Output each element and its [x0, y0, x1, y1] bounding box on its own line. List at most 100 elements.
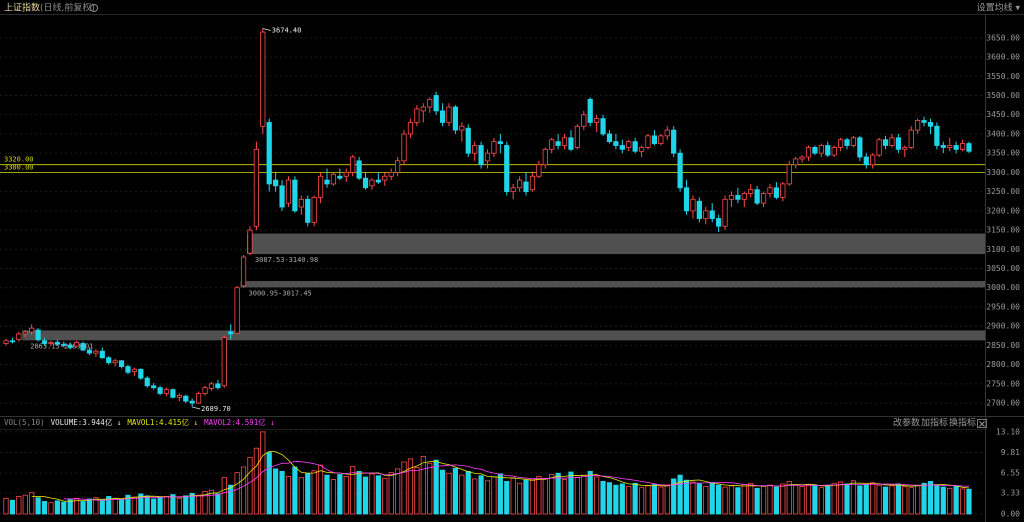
y-tick-label: 3050.00 [986, 264, 1020, 273]
volume-bar [131, 496, 137, 515]
volume-bar [369, 473, 375, 515]
volume-bar [80, 501, 86, 515]
settings-icon[interactable] [90, 4, 98, 12]
volume-bar [786, 481, 792, 515]
volume-bar [767, 484, 773, 515]
volume-bar [99, 499, 105, 515]
candle-body [375, 179, 381, 183]
candle-body [228, 331, 234, 335]
volume-bar [921, 482, 927, 515]
volume-bar [549, 474, 555, 515]
volume-bar [151, 498, 157, 515]
volume-bar [754, 487, 760, 515]
volume-bar [41, 501, 48, 515]
candle-body [311, 196, 317, 223]
volume-bar [240, 466, 247, 515]
volume-bar [716, 484, 722, 515]
close-button[interactable] [977, 419, 987, 428]
candle-body [838, 139, 844, 148]
volume-bar [696, 483, 702, 515]
volume-bar [671, 478, 677, 515]
volume-bar [35, 497, 41, 515]
ma-settings-button[interactable]: 设置均线 ▾ [977, 2, 1021, 14]
candle-body [741, 193, 747, 200]
volume-bar [510, 477, 516, 515]
candle-body [3, 340, 9, 344]
candle-body [221, 337, 227, 387]
candle-body [305, 198, 311, 223]
volume-bar [202, 491, 208, 515]
extreme-label: 2689.70 [201, 405, 231, 413]
volume-bar [902, 486, 908, 515]
candle-body [29, 327, 35, 333]
candle-body [735, 195, 741, 200]
candle-body [484, 152, 491, 162]
tool-button[interactable]: 加指标 [921, 417, 948, 429]
volume-bar [279, 470, 285, 515]
candle-body [568, 137, 574, 150]
candle-body [934, 125, 940, 146]
candle-body [915, 120, 921, 131]
volume-bar [709, 482, 715, 515]
volume-bar [106, 496, 112, 515]
candle-body [921, 120, 927, 123]
index-title: 上证指数 [4, 2, 40, 14]
candle-body [266, 122, 272, 185]
volume-bar [395, 468, 401, 515]
candle-body [728, 195, 735, 200]
candle-body [491, 141, 497, 154]
tool-button[interactable]: 换指标 [949, 417, 976, 429]
volume-bar [478, 475, 484, 515]
candle-body [555, 141, 561, 146]
tool-button[interactable]: 改参数 [893, 417, 920, 429]
candle-body [812, 147, 818, 154]
candle-body [253, 148, 259, 227]
volume-bar [863, 484, 869, 515]
volume-bar [253, 447, 259, 515]
candle-body [407, 122, 414, 135]
candle-body [343, 172, 349, 177]
candle-body [786, 164, 792, 185]
volume-bar [626, 486, 632, 515]
volume-bar [581, 474, 587, 515]
volume-bar [908, 487, 914, 515]
volume-bar [523, 479, 529, 515]
volume-legend: MAVOL2:4.591亿 ↓ [204, 417, 275, 427]
candle-body [131, 368, 137, 372]
candle-body [80, 343, 86, 351]
candle-body [542, 148, 548, 166]
candle-body [157, 387, 163, 394]
volume-bar [189, 492, 195, 515]
y-tick-label: 3350.00 [986, 149, 1020, 158]
volume-bar [138, 493, 144, 515]
candle-body [292, 179, 298, 212]
candle-body [324, 179, 330, 185]
candle-body [369, 179, 375, 187]
volume-bar [536, 475, 542, 515]
gap-zone-label: 3000.95-3017.45 [249, 289, 312, 297]
volume-bar [118, 499, 125, 515]
candle-body [427, 98, 433, 108]
candle-body [189, 400, 195, 404]
volume-bar [632, 482, 638, 515]
candle-body [382, 175, 388, 181]
candle-body [870, 154, 876, 166]
candle-body [536, 164, 542, 177]
candle-body [215, 383, 221, 389]
volume-bar [48, 502, 54, 515]
volume-bar [317, 464, 324, 515]
candle-body [112, 360, 118, 364]
candle-body [690, 198, 696, 212]
volume-bar [773, 486, 780, 515]
candle-body [16, 333, 22, 341]
candle-body [760, 193, 767, 204]
index-subtitle: (日线,前复权) [40, 2, 95, 14]
volume-bar [793, 484, 799, 515]
volume-bar [401, 461, 407, 515]
mavol-line [63, 460, 970, 501]
candle-body [67, 345, 73, 348]
candle-body [9, 340, 16, 343]
volume-bar [959, 488, 966, 515]
gap-zone [22, 330, 985, 341]
